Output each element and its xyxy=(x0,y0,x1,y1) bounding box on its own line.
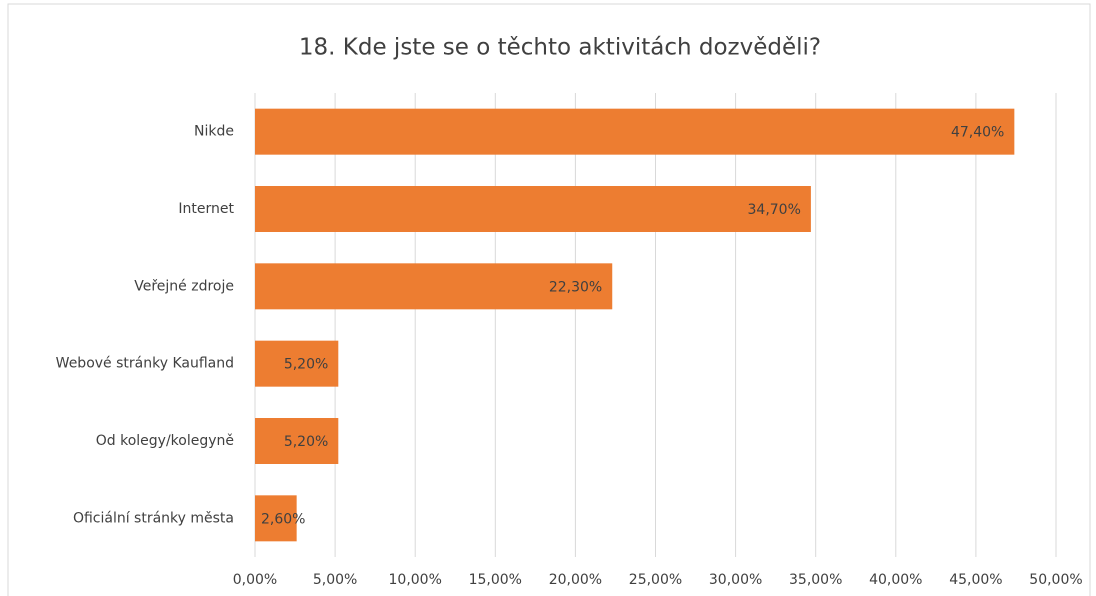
data-label: 5,20% xyxy=(284,357,328,373)
x-tick-label: 30,00% xyxy=(709,572,762,588)
y-tick-label: Od kolegy/kolegyně xyxy=(96,433,234,449)
data-label: 34,70% xyxy=(748,202,801,218)
x-tick-label: 5,00% xyxy=(313,572,357,588)
x-tick-label: 45,00% xyxy=(949,572,1002,588)
x-tick-label: 10,00% xyxy=(389,572,442,588)
chart-title: 18. Kde jste se o těchto aktivitách dozv… xyxy=(299,35,821,61)
bar xyxy=(255,495,297,542)
y-tick-label: Veřejné zdroje xyxy=(134,278,234,294)
data-label: 5,20% xyxy=(284,434,328,450)
y-tick-label: Webové stránky Kaufland xyxy=(56,356,234,372)
x-tick-label: 20,00% xyxy=(549,572,602,588)
bar xyxy=(255,418,339,464)
x-tick-label: 25,00% xyxy=(629,572,682,588)
data-label: 22,30% xyxy=(549,279,602,295)
x-tick-label: 35,00% xyxy=(789,572,842,588)
y-tick-label: Nikde xyxy=(194,124,234,140)
x-tick-label: 0,00% xyxy=(233,572,277,588)
x-tick-label: 15,00% xyxy=(469,572,522,588)
bar xyxy=(255,186,811,232)
y-tick-label: Internet xyxy=(178,201,234,217)
x-tick-label: 40,00% xyxy=(869,572,922,588)
data-label: 2,60% xyxy=(261,511,305,527)
data-label: 47,40% xyxy=(951,125,1004,141)
x-tick-label: 50,00% xyxy=(1029,572,1082,588)
bar xyxy=(255,263,613,310)
y-tick-label: Oficiální stránky města xyxy=(73,510,234,526)
bar xyxy=(255,108,1015,155)
bar xyxy=(255,340,339,387)
